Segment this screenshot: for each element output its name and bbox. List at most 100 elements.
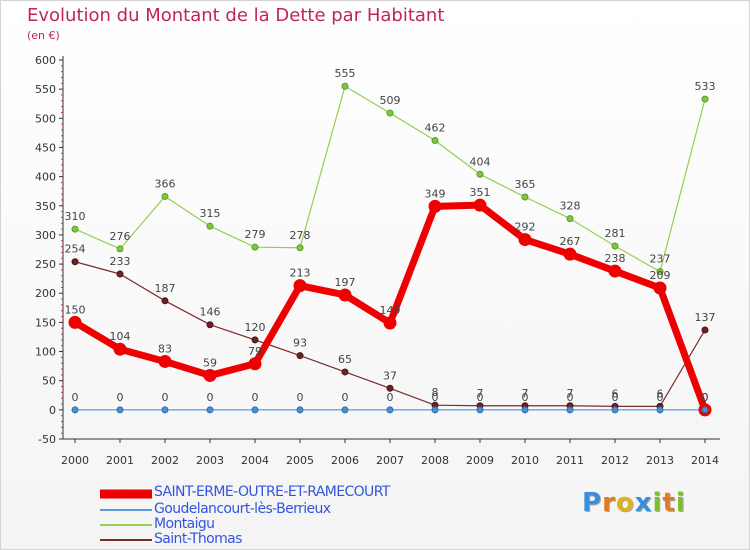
y-tick-label-6: 250 xyxy=(35,258,56,271)
data-label-2-11: 328 xyxy=(560,200,581,213)
legend-label-0: SAINT-ERME-OUTRE-ET-RAMECOURT xyxy=(154,484,390,500)
data-label-3-11: 7 xyxy=(567,387,574,400)
data-label-2-5: 278 xyxy=(290,229,311,242)
point-2-11 xyxy=(566,215,574,223)
legend-swatch-0 xyxy=(100,489,152,498)
data-label-1-4: 0 xyxy=(252,391,259,404)
data-label-1-9: 0 xyxy=(477,391,484,404)
data-label-0-6: 197 xyxy=(335,276,356,289)
proxiti-logo: Proxiti xyxy=(582,488,686,518)
point-0-3 xyxy=(203,368,217,382)
y-tick-label-13: 600 xyxy=(35,54,56,67)
legend-swatch-1 xyxy=(100,508,152,511)
x-tick-label-1: 2001 xyxy=(106,454,134,467)
x-tick-label-0: 2000 xyxy=(61,454,89,467)
point-2-0 xyxy=(71,225,79,233)
y-tick-label-10: 450 xyxy=(35,141,56,154)
data-label-3-10: 7 xyxy=(522,387,529,400)
point-2-14 xyxy=(701,95,709,103)
x-tick-label-6: 2006 xyxy=(331,454,359,467)
data-label-0-10: 292 xyxy=(515,221,536,234)
data-label-0-13: 209 xyxy=(650,269,671,282)
data-label-1-13: 0 xyxy=(657,391,664,404)
point-0-11 xyxy=(563,247,577,261)
x-tick-label-5: 2005 xyxy=(286,454,314,467)
data-label-2-0: 310 xyxy=(65,210,86,223)
data-label-3-8: 8 xyxy=(432,386,439,399)
point-3-1 xyxy=(116,270,124,278)
data-label-1-11: 0 xyxy=(567,391,574,404)
x-tick-label-3: 2003 xyxy=(196,454,224,467)
point-1-1 xyxy=(116,406,124,414)
data-label-0-2: 83 xyxy=(158,342,172,355)
point-1-12 xyxy=(611,406,619,414)
point-2-10 xyxy=(521,193,529,201)
point-1-5 xyxy=(296,406,304,414)
data-label-2-12: 281 xyxy=(605,227,626,240)
data-label-2-10: 365 xyxy=(515,178,536,191)
data-label-1-8: 0 xyxy=(432,391,439,404)
x-tick-label-8: 2008 xyxy=(421,454,449,467)
data-label-1-6: 0 xyxy=(342,391,349,404)
y-tick-label-0: -50 xyxy=(38,433,56,446)
point-3-4 xyxy=(251,336,259,344)
data-label-2-7: 509 xyxy=(380,94,401,107)
point-0-5 xyxy=(293,279,307,293)
point-1-0 xyxy=(71,406,79,414)
y-tick-label-3: 100 xyxy=(35,346,56,359)
data-label-0-8: 349 xyxy=(425,187,446,200)
data-label-3-5: 93 xyxy=(293,337,307,350)
point-1-3 xyxy=(206,406,214,414)
data-label-1-12: 0 xyxy=(612,391,619,404)
data-label-0-4: 79 xyxy=(248,345,262,358)
data-label-1-10: 0 xyxy=(522,391,529,404)
data-label-0-9: 351 xyxy=(470,186,491,199)
data-label-2-3: 315 xyxy=(200,207,221,220)
point-1-10 xyxy=(521,406,529,414)
point-0-13 xyxy=(653,281,667,295)
data-label-2-4: 279 xyxy=(245,228,266,241)
x-tick-label-12: 2012 xyxy=(601,454,629,467)
data-label-3-6: 65 xyxy=(338,353,352,366)
data-label-0-12: 238 xyxy=(605,252,626,265)
chart-title: Evolution du Montant de la Dette par Hab… xyxy=(27,5,445,26)
y-tick-label-2: 50 xyxy=(42,375,56,388)
data-label-2-1: 276 xyxy=(110,230,131,243)
point-2-12 xyxy=(611,242,619,250)
point-2-1 xyxy=(116,245,124,253)
y-tick-label-7: 300 xyxy=(35,229,56,242)
data-label-3-1: 233 xyxy=(110,255,131,268)
point-0-10 xyxy=(518,233,532,247)
data-label-0-7: 149 xyxy=(380,304,401,317)
legend-label-3: Saint-Thomas xyxy=(154,531,242,547)
point-2-8 xyxy=(431,136,439,144)
x-tick-label-13: 2013 xyxy=(646,454,674,467)
point-2-9 xyxy=(476,170,484,178)
point-0-8 xyxy=(428,199,442,213)
point-2-5 xyxy=(296,244,304,252)
point-1-8 xyxy=(431,406,439,414)
y-tick-label-11: 500 xyxy=(35,112,56,125)
data-label-0-11: 267 xyxy=(560,235,581,248)
data-label-1-7: 0 xyxy=(387,391,394,404)
point-1-4 xyxy=(251,406,259,414)
point-1-6 xyxy=(341,406,349,414)
data-label-3-4: 120 xyxy=(245,321,266,334)
point-0-9 xyxy=(473,198,487,212)
x-tick-label-10: 2010 xyxy=(511,454,539,467)
point-2-6 xyxy=(341,82,349,90)
data-label-2-13: 237 xyxy=(650,253,671,266)
data-label-1-2: 0 xyxy=(162,391,169,404)
data-label-3-0: 254 xyxy=(65,243,86,256)
data-label-3-7: 37 xyxy=(383,369,397,382)
data-label-2-6: 555 xyxy=(335,67,356,80)
y-tick-label-1: 0 xyxy=(49,404,56,417)
point-0-0 xyxy=(68,315,82,329)
data-label-0-3: 59 xyxy=(203,356,217,369)
x-tick-label-4: 2004 xyxy=(241,454,269,467)
data-label-0-1: 104 xyxy=(110,330,131,343)
data-label-1-14: 0 xyxy=(702,391,709,404)
point-2-3 xyxy=(206,222,214,230)
data-label-2-14: 533 xyxy=(695,80,716,93)
